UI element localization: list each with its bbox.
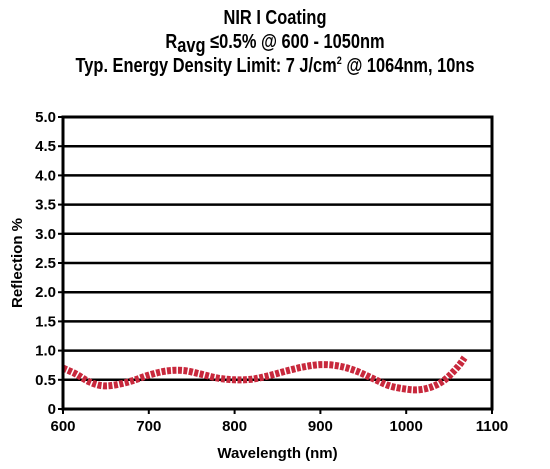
y-tick-label: 2.0 [35,284,56,301]
plot-frame [61,115,494,411]
x-tick-label: 700 [136,418,161,435]
y-tick-label: 1.5 [35,313,56,330]
chart-titles: NIR I Coating Ravg ≤0.5% @ 600 - 1050nm … [0,6,550,78]
subtitle2-pre: Typ. Energy Density Limit: 7 J/cm [75,55,337,77]
x-tick-label: 800 [222,418,247,435]
y-tick-label: 0 [48,401,56,418]
series-layer [61,355,468,394]
y-tick-label: 3.0 [35,226,56,243]
y-tick-labels: 0 0.5 1.0 1.5 2.0 2.5 3.0 3.5 4.0 4.5 5.0 [35,109,56,418]
y-tick-label: 4.0 [35,167,56,184]
chart-title: NIR I Coating [223,7,327,29]
x-tick-label: 1000 [390,418,423,435]
x-tick-label: 900 [308,418,333,435]
x-axis-label: Wavelength (nm) [217,445,337,462]
subtitle-spec: ≤0.5% @ 600 - 1050nm [205,31,385,53]
y-tick-label: 0.5 [35,372,56,389]
y-tick-label: 2.5 [35,255,56,272]
subtitle-r: R [165,31,178,53]
subtitle-avg: avg [177,35,206,57]
y-tick-label: 5.0 [35,109,56,126]
subtitle2-post: @ 1064nm, 10ns [341,55,475,77]
x-tick-label: 1100 [476,418,509,435]
y-tick-label: 1.0 [35,343,56,360]
y-tick-label: 4.5 [35,138,56,155]
y-axis-label: Reflection % [9,218,26,308]
x-tick-labels: 600 700 800 900 1000 1100 [50,418,508,435]
series-line-0 [61,355,468,394]
chart-subtitle-energy: Typ. Energy Density Limit: 7 J/cm2 @ 106… [50,54,501,78]
subtitle2-sup: 2 [336,55,342,67]
grid-lines [58,115,493,414]
y-tick-label: 3.5 [35,197,56,214]
chart-subtitle-ravg: Ravg ≤0.5% @ 600 - 1050nm [50,30,501,57]
x-tick-label: 600 [50,418,75,435]
